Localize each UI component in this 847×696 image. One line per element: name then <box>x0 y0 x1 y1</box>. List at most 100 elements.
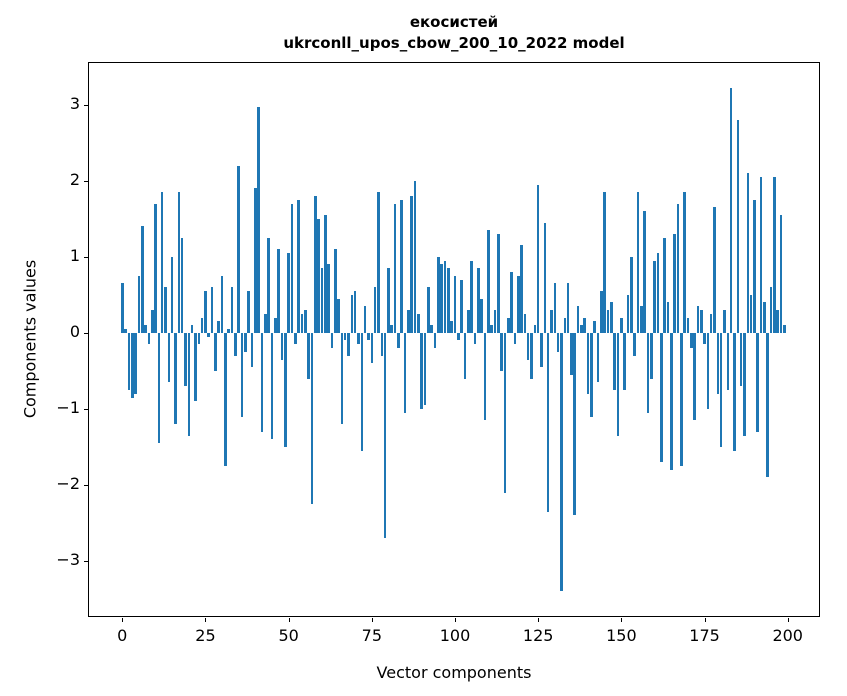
y-tick-label: 1 <box>69 245 80 265</box>
bar <box>160 192 164 333</box>
bar <box>689 332 693 349</box>
bar <box>503 332 507 493</box>
bar <box>550 310 553 333</box>
bar <box>307 332 310 379</box>
bar <box>257 107 260 333</box>
bar <box>397 332 400 349</box>
x-tick-label: 125 <box>522 626 554 645</box>
bar <box>413 180 417 333</box>
bar <box>290 203 294 333</box>
bar <box>679 332 683 466</box>
bar <box>317 218 320 333</box>
x-tick-mark <box>787 618 789 622</box>
bar <box>274 317 277 333</box>
bar <box>556 332 560 352</box>
bar <box>506 317 510 333</box>
bar <box>194 332 197 402</box>
chart-title-line2: ukrconll_upos_cbow_200_10_2022 model <box>283 34 625 52</box>
bar <box>613 332 616 390</box>
bar <box>779 215 783 333</box>
bar <box>756 332 760 432</box>
y-tick-label: 0 <box>69 321 80 341</box>
y-tick-label: −1 <box>56 397 80 417</box>
bar <box>546 332 550 512</box>
bar <box>357 332 360 345</box>
bar <box>783 325 786 333</box>
bar <box>510 272 513 333</box>
bar <box>403 332 407 413</box>
bar <box>190 325 194 333</box>
bar <box>467 310 470 333</box>
bar <box>709 313 713 333</box>
bar <box>260 332 264 432</box>
x-tick-mark <box>455 618 456 622</box>
bar <box>407 310 410 333</box>
bar <box>729 88 733 333</box>
bar <box>483 332 487 421</box>
bar <box>723 310 726 333</box>
bar <box>620 317 623 333</box>
bar <box>423 332 427 406</box>
x-tick-mark <box>371 618 373 622</box>
bar <box>769 287 773 333</box>
x-axis-label: Vector components <box>376 663 532 682</box>
bar <box>237 165 241 333</box>
bar <box>663 237 666 333</box>
bar <box>247 291 250 333</box>
bar <box>353 291 357 333</box>
bar <box>486 230 490 333</box>
x-tick-label: 200 <box>772 626 803 645</box>
bar <box>437 256 440 333</box>
bar <box>240 332 244 417</box>
bar <box>347 332 350 356</box>
bar <box>417 313 420 333</box>
bar <box>270 332 274 440</box>
bar <box>453 275 457 333</box>
bar <box>493 310 497 333</box>
y-tick-label: 2 <box>69 169 80 189</box>
bar <box>520 245 523 333</box>
y-tick-label: −2 <box>56 473 80 493</box>
bar <box>450 321 453 333</box>
bar <box>656 253 660 333</box>
bar <box>184 332 187 387</box>
bar <box>759 177 763 333</box>
bar <box>773 177 776 333</box>
bar <box>380 332 384 356</box>
x-tick-label: 25 <box>195 626 216 645</box>
chart-title: екосистей ukrconll_upos_cbow_200_10_2022… <box>88 12 820 54</box>
bar <box>596 332 600 383</box>
bar <box>683 192 686 333</box>
bar <box>543 222 547 333</box>
bar <box>427 287 430 333</box>
bar <box>726 332 730 390</box>
bar <box>147 332 151 345</box>
bar <box>533 325 537 333</box>
bar <box>267 237 270 333</box>
bar <box>320 268 324 333</box>
bar <box>763 302 766 333</box>
bar <box>220 275 224 333</box>
y-tick-mark <box>84 484 88 486</box>
bar <box>310 332 314 504</box>
bar <box>650 332 653 379</box>
bar <box>207 332 211 337</box>
bar <box>719 332 723 447</box>
bar <box>580 325 583 333</box>
bar <box>447 268 450 333</box>
bar <box>566 283 570 333</box>
bar <box>303 310 307 333</box>
bar <box>669 332 673 470</box>
bar <box>333 249 337 333</box>
bar <box>570 332 573 375</box>
bar <box>713 207 716 333</box>
bar <box>676 203 680 333</box>
bar <box>367 332 370 341</box>
chart-title-line1: екосистей <box>409 13 499 31</box>
bar <box>526 332 530 360</box>
y-tick-mark <box>84 104 88 106</box>
bar <box>440 264 443 333</box>
bar <box>387 268 390 333</box>
bar <box>284 332 287 447</box>
bar <box>430 325 433 333</box>
